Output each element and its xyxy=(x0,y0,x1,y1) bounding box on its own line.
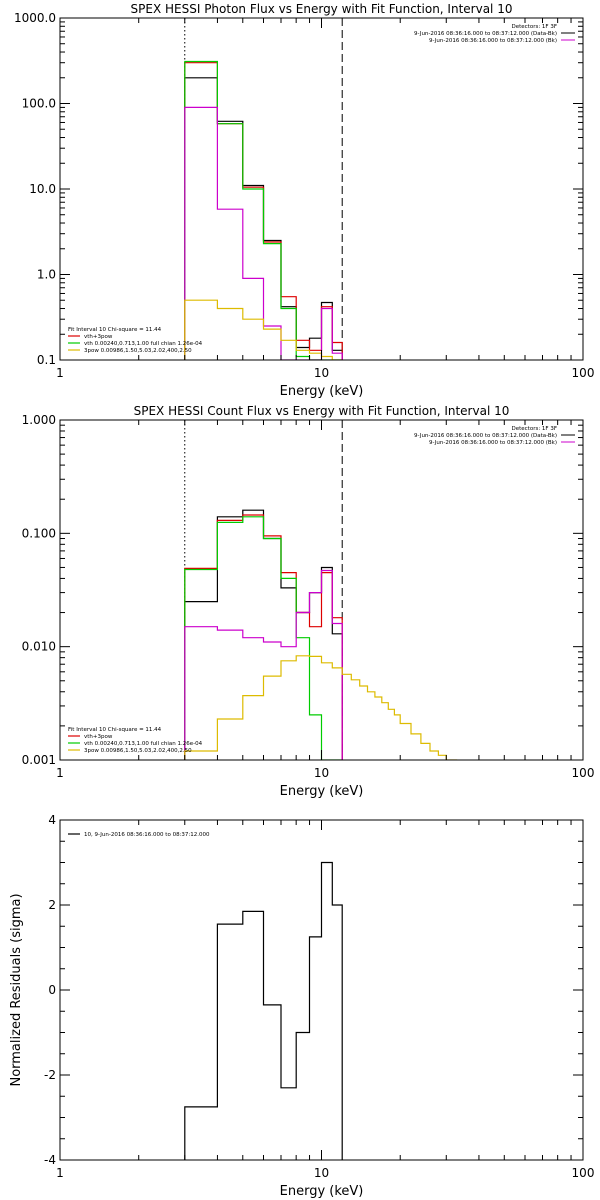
y-tick-label: 0.100 xyxy=(22,526,56,540)
chart-panel-2: SPEX HESSI Count Flux vs Energy with Fit… xyxy=(22,404,595,799)
x-tick-label: 100 xyxy=(572,1166,595,1180)
y-tick-label: 4 xyxy=(48,813,56,827)
header-text: 9-Jun-2016 08:36:16.000 to 08:37:12.000 … xyxy=(414,433,557,439)
x-axis-label: Energy (keV) xyxy=(280,784,364,799)
x-tick-label: 10 xyxy=(314,1166,329,1180)
y-tick-label: 0.001 xyxy=(22,753,56,767)
legend-text: vth+3pow xyxy=(84,334,113,340)
legend-text: Fit Interval 10 Chi-square = 11.44 xyxy=(68,727,162,733)
series-line-1 xyxy=(184,509,343,760)
y-tick-label: -2 xyxy=(44,1068,56,1082)
series-line-1 xyxy=(184,861,343,1160)
chart-panel-3: 1 10 100 Energy (keV) -4 -2 0 2 4 Normalized Resi… xyxy=(9,813,594,1199)
series-line-1 xyxy=(184,77,343,360)
series-line-3 xyxy=(184,60,343,360)
x-tick-label: 1 xyxy=(56,366,64,380)
chart-panel-1: SPEX HESSI Photon Flux vs Energy with Fi… xyxy=(14,2,594,399)
chart-title: SPEX HESSI Photon Flux vs Energy with Fi… xyxy=(131,2,513,16)
y-tick-label: 0.1 xyxy=(37,353,56,367)
legend-text: vth+3pow xyxy=(84,734,113,740)
y-tick-label: 0.010 xyxy=(22,640,56,654)
y-tick-label: 100.0 xyxy=(22,97,56,111)
y-tick-label: 1.000 xyxy=(22,413,56,427)
series-line-3 xyxy=(184,516,343,760)
x-tick-label: 100 xyxy=(572,766,595,780)
y-tick-label: -4 xyxy=(44,1153,56,1167)
header-text: Detectors: 1F 3F xyxy=(511,426,557,432)
y-tick-label: 0 xyxy=(48,983,56,997)
series-line-5 xyxy=(184,655,458,760)
x-axis-label: Energy (keV) xyxy=(280,1184,364,1199)
header-text: 9-Jun-2016 08:36:16.000 to 08:37:12.000 … xyxy=(429,440,557,446)
x-tick-label: 1 xyxy=(56,766,64,780)
y-axis-label: Normalized Residuals (sigma) xyxy=(9,893,24,1086)
x-tick-label: 1 xyxy=(56,1166,64,1180)
y-tick-label: 2 xyxy=(48,898,56,912)
y-tick-label: 1.0 xyxy=(37,268,56,282)
chart-title: SPEX HESSI Count Flux vs Energy with Fit… xyxy=(134,404,510,418)
x-tick-label: 10 xyxy=(314,766,329,780)
x-tick-label: 100 xyxy=(572,366,595,380)
legend-text: Fit Interval 10 Chi-square = 11.44 xyxy=(68,327,162,333)
legend-text: vth 0.00240,0.713,1.00 full chian 1.26e-… xyxy=(84,341,203,347)
y-tick-label: 1000.0 xyxy=(14,11,56,25)
series-line-4 xyxy=(184,569,343,760)
y-tick-label: 10.0 xyxy=(29,182,56,196)
x-tick-label: 10 xyxy=(314,366,329,380)
header-text: 9-Jun-2016 08:36:16.000 to 08:37:12.000 … xyxy=(414,31,557,37)
legend-text: vth 0.00240,0.713,1.00 full chian 1.26e-… xyxy=(84,741,203,747)
legend-text: 10, 9-Jun-2016 08:36:16.000 to 08:37:12.… xyxy=(84,832,210,838)
header-text: Detectors: 1F 3F xyxy=(511,24,557,30)
series-line-4 xyxy=(184,106,343,360)
x-axis-label: Energy (keV) xyxy=(280,384,364,399)
series-line-2 xyxy=(184,514,343,760)
legend-text: 3pow 0.00986,1.50,5.03,2.02,400,2.50 xyxy=(84,748,192,754)
legend-text: 3pow 0.00986,1.50,5.03,2.02,400,2.50 xyxy=(84,348,192,354)
header-text: 9-Jun-2016 08:36:16.000 to 08:37:12.000 … xyxy=(429,38,557,44)
